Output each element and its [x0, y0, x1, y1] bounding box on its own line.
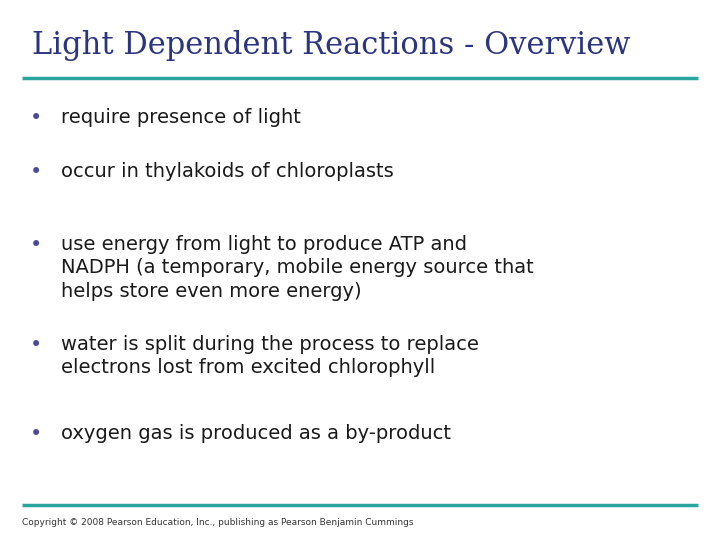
Text: require presence of light: require presence of light: [61, 108, 301, 127]
Text: Copyright © 2008 Pearson Education, Inc., publishing as Pearson Benjamin Cumming: Copyright © 2008 Pearson Education, Inc.…: [22, 518, 413, 527]
Text: Light Dependent Reactions - Overview: Light Dependent Reactions - Overview: [32, 30, 631, 60]
Text: •: •: [30, 235, 42, 255]
Text: •: •: [30, 424, 42, 444]
Text: •: •: [30, 162, 42, 182]
Text: occur in thylakoids of chloroplasts: occur in thylakoids of chloroplasts: [61, 162, 394, 181]
Text: •: •: [30, 335, 42, 355]
Text: use energy from light to produce ATP and
NADPH (a temporary, mobile energy sourc: use energy from light to produce ATP and…: [61, 235, 534, 301]
Text: oxygen gas is produced as a by-product: oxygen gas is produced as a by-product: [61, 424, 451, 443]
Text: water is split during the process to replace
electrons lost from excited chlorop: water is split during the process to rep…: [61, 335, 479, 377]
Text: •: •: [30, 108, 42, 128]
